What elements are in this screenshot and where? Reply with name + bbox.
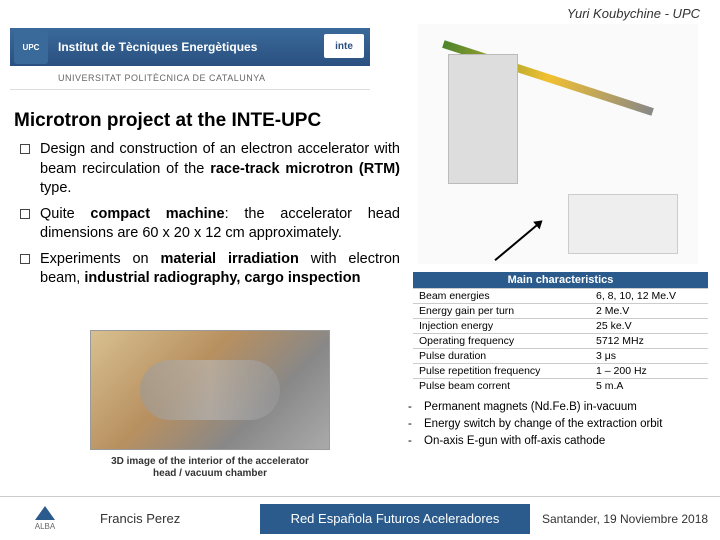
param-name: Beam energies xyxy=(413,289,590,304)
interior-3d-caption: 3D image of the interior of the accelera… xyxy=(100,456,320,480)
upc-logo: UPC xyxy=(14,30,48,64)
bullet-marker-icon xyxy=(20,144,30,154)
table-row: Energy gain per turn2 Me.V xyxy=(413,304,708,319)
interior-3d-image xyxy=(90,330,330,450)
banner-top: UPC Institut de Tècniques Energètiques i… xyxy=(10,28,370,66)
note-text: Energy switch by change of the extractio… xyxy=(424,417,662,432)
characteristics-table: Main characteristics Beam energies6, 8, … xyxy=(413,272,708,393)
param-name: Injection energy xyxy=(413,319,590,334)
header-banner: UPC Institut de Tècniques Energètiques i… xyxy=(10,28,370,96)
bullet-marker-icon xyxy=(20,254,30,264)
param-name: Operating frequency xyxy=(413,334,590,349)
footer-author: Francis Perez xyxy=(90,511,260,526)
university-name: UNIVERSITAT POLITÈCNICA DE CATALUNYA xyxy=(10,66,370,90)
bullet-text: Experiments on material irradiation with… xyxy=(40,250,400,289)
table-title: Main characteristics xyxy=(413,272,708,289)
param-value: 2 Me.V xyxy=(590,304,708,319)
param-value: 3 μs xyxy=(590,349,708,364)
note-text: Permanent magnets (Nd.Fe.B) in-vacuum xyxy=(424,400,637,415)
note-item: -Permanent magnets (Nd.Fe.B) in-vacuum xyxy=(408,400,708,415)
base-block-graphic xyxy=(568,194,678,254)
param-value: 5712 MHz xyxy=(590,334,708,349)
bullet-text: Quite compact machine: the accelerator h… xyxy=(40,205,400,244)
param-name: Pulse duration xyxy=(413,349,590,364)
bullet-marker-icon xyxy=(20,209,30,219)
dash-icon: - xyxy=(408,434,424,449)
page-title: Microtron project at the INTE-UPC xyxy=(14,110,321,132)
param-value: 5 m.A xyxy=(590,379,708,394)
inte-badge: inte xyxy=(324,34,364,58)
bullet-item: Experiments on material irradiation with… xyxy=(20,250,400,289)
dash-icon: - xyxy=(408,400,424,415)
alba-logo: ALBA xyxy=(0,499,90,539)
panel-graphic xyxy=(448,54,518,184)
table-row: Operating frequency5712 MHz xyxy=(413,334,708,349)
bullet-text: Design and construction of an electron a… xyxy=(40,140,400,199)
param-name: Pulse repetition frequency xyxy=(413,364,590,379)
note-item: -Energy switch by change of the extracti… xyxy=(408,417,708,432)
table-row: Beam energies6, 8, 10, 12 Me.V xyxy=(413,289,708,304)
bullet-item: Design and construction of an electron a… xyxy=(20,140,400,199)
table-row: Injection energy25 ke.V xyxy=(413,319,708,334)
bullet-item: Quite compact machine: the accelerator h… xyxy=(20,205,400,244)
device-3d-image xyxy=(418,24,698,264)
table-row: Pulse beam corrent5 m.A xyxy=(413,379,708,394)
alba-triangle-icon xyxy=(35,506,55,520)
table-row: Pulse duration3 μs xyxy=(413,349,708,364)
note-text: On-axis E-gun with off-axis cathode xyxy=(424,434,605,449)
notes-list: -Permanent magnets (Nd.Fe.B) in-vacuum-E… xyxy=(408,400,708,451)
param-value: 1 – 200 Hz xyxy=(590,364,708,379)
param-name: Energy gain per turn xyxy=(413,304,590,319)
alba-label: ALBA xyxy=(35,522,55,531)
arrow-graphic xyxy=(494,221,541,261)
param-name: Pulse beam corrent xyxy=(413,379,590,394)
footer-mid: Red Española Futuros Aceleradores xyxy=(260,504,530,534)
footer: ALBA Francis Perez Red Española Futuros … xyxy=(0,496,720,540)
note-item: -On-axis E-gun with off-axis cathode xyxy=(408,434,708,449)
table-row: Pulse repetition frequency1 – 200 Hz xyxy=(413,364,708,379)
top-right-credit: Yuri Koubychine - UPC xyxy=(567,6,700,21)
institute-name: Institut de Tècniques Energètiques xyxy=(58,40,257,54)
bullet-list: Design and construction of an electron a… xyxy=(20,140,400,295)
footer-date: Santander, 19 Noviembre 2018 xyxy=(530,512,720,526)
param-value: 25 ke.V xyxy=(590,319,708,334)
param-value: 6, 8, 10, 12 Me.V xyxy=(590,289,708,304)
dash-icon: - xyxy=(408,417,424,432)
